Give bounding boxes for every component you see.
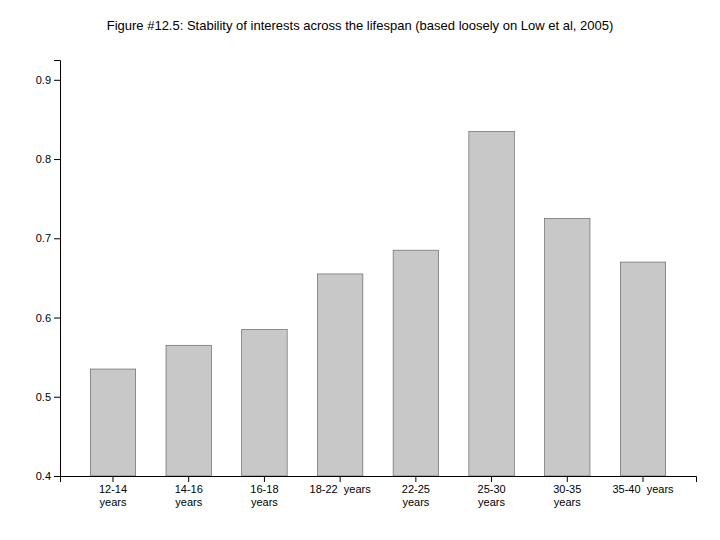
bar	[545, 218, 590, 476]
bar	[620, 262, 665, 476]
y-tick-mark	[54, 159, 60, 160]
x-tick: 22-25years	[402, 476, 430, 508]
x-tick-label-line: years	[402, 496, 429, 508]
x-tick-mark	[567, 476, 568, 482]
x-tick-mark	[264, 476, 265, 482]
y-tick-label: 0.5	[36, 391, 51, 403]
y-tick: 0.4	[36, 470, 60, 482]
y-tick-label: 0.9	[36, 74, 51, 86]
x-tick-label: 18-22 years	[310, 483, 372, 495]
x-tick-label: 12-14years	[99, 483, 127, 508]
x-axis-line	[61, 477, 697, 483]
plot: 0.40.50.60.70.80.912-14years14-16years16…	[36, 61, 697, 509]
x-tick-mark	[188, 476, 189, 482]
y-tick-mark	[54, 238, 60, 239]
x-tick-label-line: years	[554, 496, 581, 508]
x-tick-label: 16-18years	[250, 483, 278, 508]
y-tick: 0.6	[36, 312, 60, 324]
x-tick-label: 25-30years	[478, 483, 506, 508]
x-tick-mark	[415, 476, 416, 482]
y-tick-mark	[54, 476, 60, 477]
x-tick-label-line: 16-18	[250, 483, 278, 495]
bar	[469, 131, 514, 476]
chart: 0.40.50.60.70.80.912-14years14-16years16…	[0, 0, 720, 540]
x-tick-mark	[643, 476, 644, 482]
x-tick: 25-30years	[478, 476, 506, 508]
x-tick-label-line: years	[478, 496, 505, 508]
x-tick-label-line: years	[175, 496, 202, 508]
bar	[317, 274, 362, 476]
x-tick-label-line: 22-25	[402, 483, 430, 495]
y-tick: 0.7	[36, 232, 60, 244]
x-tick-label: 30-35years	[553, 483, 581, 508]
bar	[90, 369, 135, 476]
y-tick-mark	[54, 80, 60, 81]
bar	[393, 250, 438, 476]
y-tick-label: 0.4	[36, 470, 51, 482]
y-tick-label: 0.6	[36, 312, 51, 324]
x-tick-label-line: 35-40 years	[612, 483, 674, 495]
x-tick: 12-14years	[99, 476, 127, 508]
x-tick-label-line: 14-16	[175, 483, 203, 495]
x-tick-label: 14-16years	[175, 483, 203, 508]
x-tick-label: 35-40 years	[612, 483, 674, 495]
x-tick-label-line: years	[100, 496, 127, 508]
y-tick-label: 0.8	[36, 153, 51, 165]
x-tick: 14-16years	[175, 476, 203, 508]
x-axis: 12-14years14-16years16-18years18-22 year…	[61, 476, 697, 508]
x-tick: 18-22 years	[310, 476, 372, 495]
bar	[242, 329, 287, 476]
y-tick: 0.8	[36, 153, 60, 165]
bars	[90, 131, 665, 476]
y-axis: 0.4 0.5 0.6 0.7 0.8 0.9	[36, 61, 61, 483]
y-tick-mark	[54, 318, 60, 319]
x-tick-label: 22-25years	[402, 483, 430, 508]
x-tick-label-line: 25-30	[478, 483, 506, 495]
bar	[166, 345, 211, 476]
title: Figure #12.5: Stability of interests acr…	[107, 18, 614, 33]
x-tick-mark	[491, 476, 492, 482]
y-tick-mark	[54, 397, 60, 398]
x-tick: 30-35years	[553, 476, 581, 508]
x-tick-mark	[340, 476, 341, 482]
y-tick: 0.9	[36, 74, 60, 86]
x-tick: 35-40 years	[612, 476, 674, 495]
y-tick: 0.5	[36, 391, 60, 403]
x-tick-label-line: years	[251, 496, 278, 508]
y-axis-line	[54, 61, 61, 477]
x-tick-label-line: 18-22 years	[310, 483, 372, 495]
x-tick-label-line: 30-35	[553, 483, 581, 495]
y-tick-label: 0.7	[36, 232, 51, 244]
x-tick-label-line: 12-14	[99, 483, 127, 495]
x-tick-mark	[113, 476, 114, 482]
x-tick: 16-18years	[250, 476, 278, 508]
